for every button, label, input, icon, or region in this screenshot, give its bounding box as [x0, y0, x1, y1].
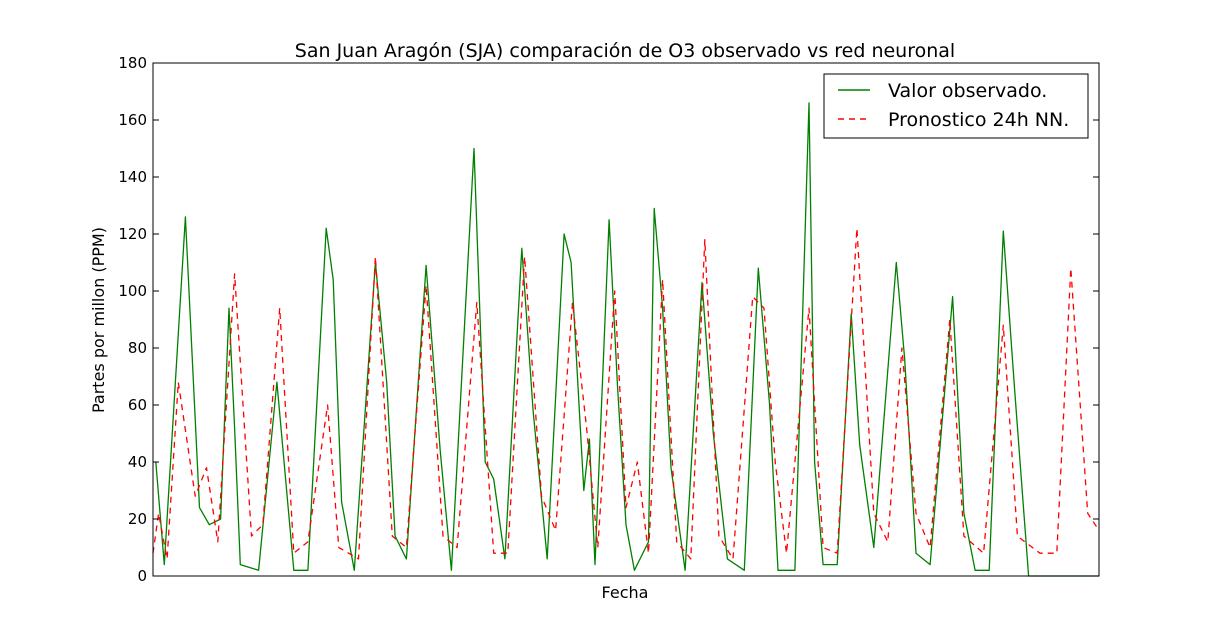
y-tick-label: 120: [118, 225, 147, 243]
chart-title: San Juan Aragón (SJA) comparación de O3 …: [295, 40, 955, 62]
x-axis-label: Fecha: [602, 583, 649, 602]
y-axis: 0 20 40 60 80 100 120 140 160 180: [118, 54, 1099, 585]
y-tick-label: 0: [137, 567, 147, 585]
y-tick-label: 20: [128, 510, 147, 528]
y-tick-label: 180: [118, 54, 147, 72]
series-group: [152, 102, 1100, 577]
legend-label-forecast: Pronostico 24h NN.: [888, 109, 1069, 131]
y-tick-label: 160: [118, 111, 147, 129]
y-axis-label: Partes por millon (PPM): [89, 227, 108, 413]
series-line-forecast: [152, 227, 1100, 560]
y-tick-label: 80: [128, 339, 147, 357]
legend: Valor observado. Pronostico 24h NN.: [823, 73, 1089, 139]
y-tick-label: 60: [128, 396, 147, 414]
y-tick-label: 140: [118, 168, 147, 186]
y-tick-label: 40: [128, 453, 147, 471]
legend-label-observed: Valor observado.: [888, 80, 1047, 102]
y-tick-label: 100: [118, 282, 147, 300]
series-line-observed: [155, 102, 1099, 577]
legend-box: [823, 73, 1089, 139]
plot-frame: [152, 62, 1100, 577]
